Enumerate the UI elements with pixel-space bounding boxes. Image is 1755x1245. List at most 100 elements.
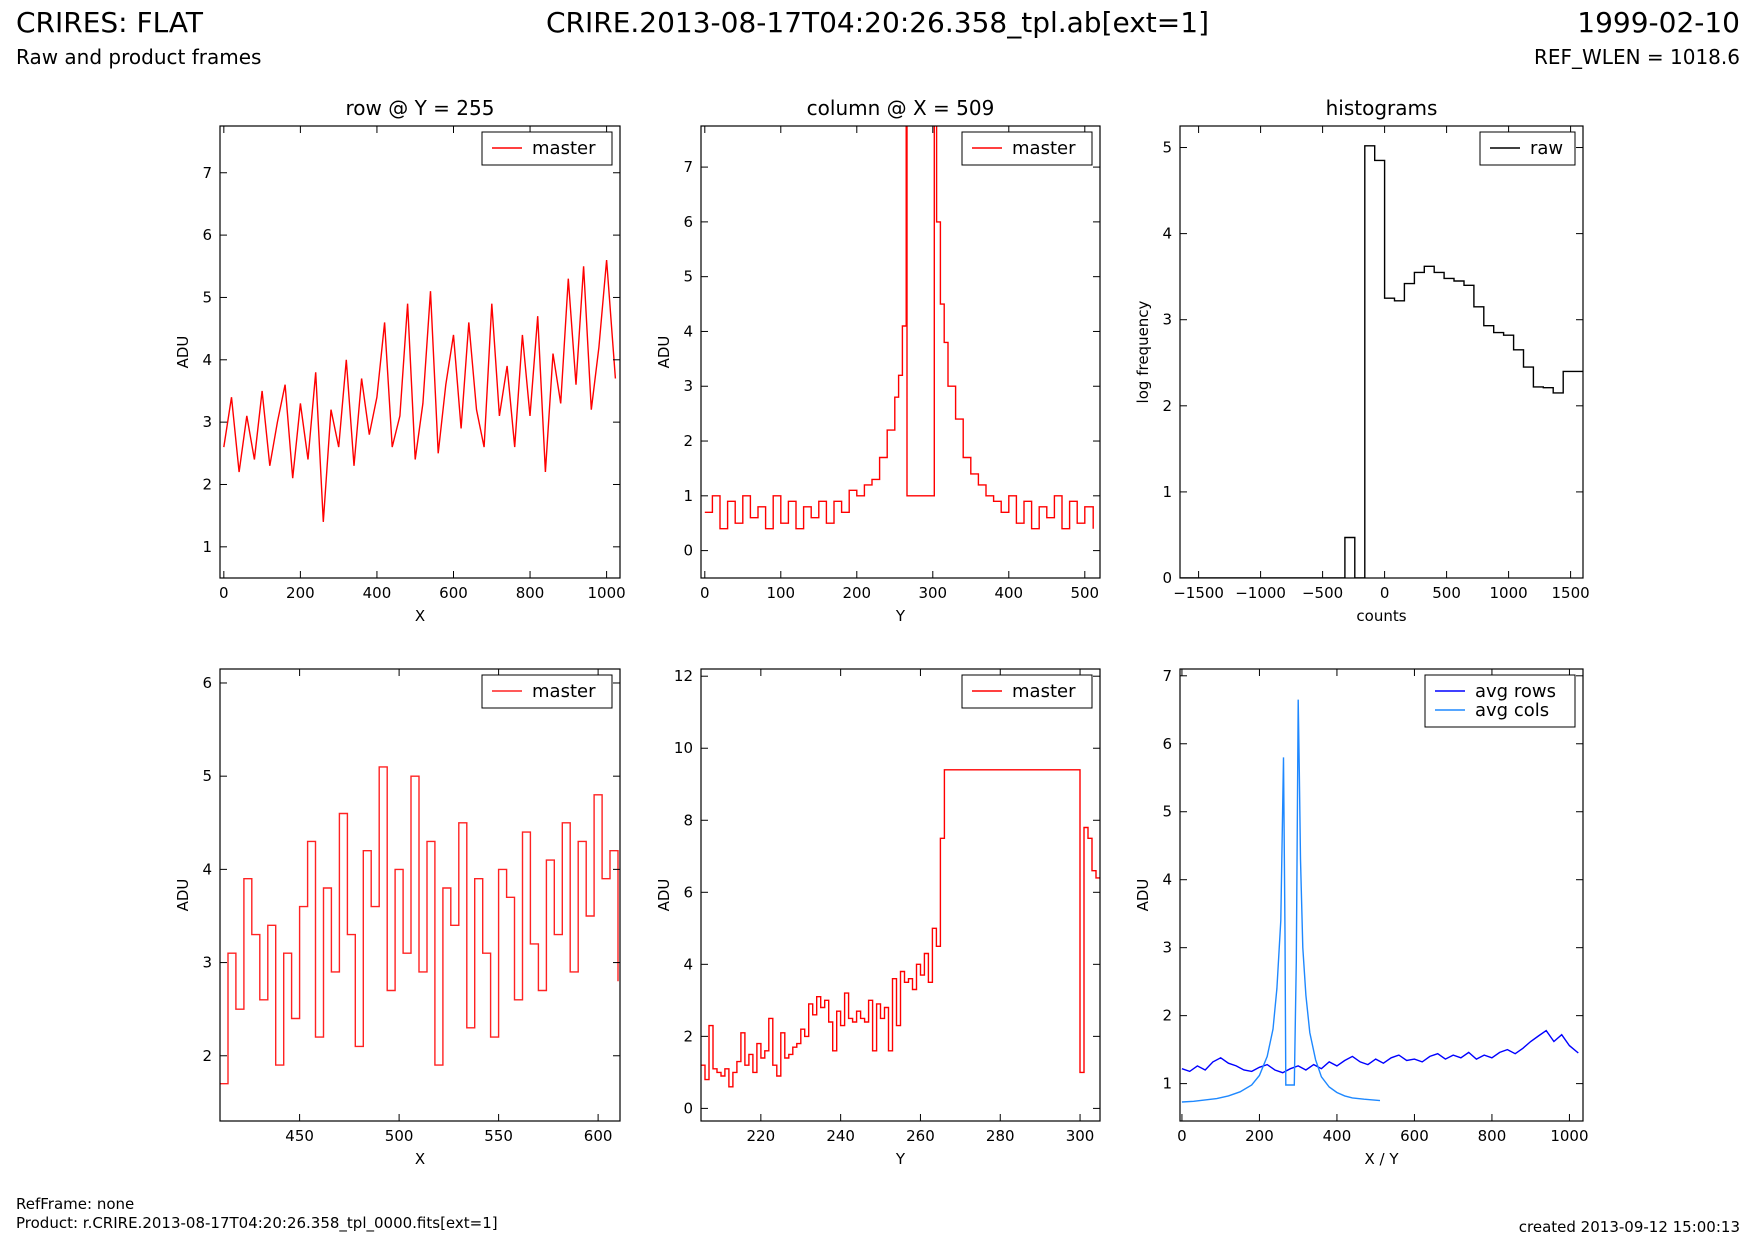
legend-label: master: [1012, 138, 1076, 159]
y-tick-label: 1: [202, 538, 212, 556]
legend-label: master: [532, 138, 596, 159]
x-tick-label: 500: [385, 1127, 414, 1145]
plot-frame: [219, 668, 621, 1122]
plot-frame: [1179, 125, 1584, 579]
x-tick-label: 500: [1070, 584, 1099, 602]
y-tick-label: 1: [683, 487, 693, 505]
series-line-6-1: [1181, 1029, 1579, 1074]
x-tick-label: 260: [906, 1127, 935, 1145]
y-tick-label: 1: [1162, 483, 1172, 501]
legend-label: raw: [1530, 138, 1563, 159]
y-axis-label: log frequency: [1134, 300, 1152, 403]
y-tick-label: 7: [1162, 667, 1172, 685]
legend-box: [481, 131, 613, 166]
x-tick-label: −1500: [1173, 584, 1224, 602]
x-tick-label: 0: [1380, 584, 1390, 602]
x-tick-label: 100: [766, 584, 795, 602]
x-tick-label: −1000: [1235, 584, 1286, 602]
y-tick-label: 12: [674, 667, 693, 685]
x-tick-label: 0: [219, 584, 229, 602]
created-label: created 2013-09-12 15:00:13: [1518, 1218, 1740, 1236]
y-tick-label: 6: [1162, 735, 1172, 753]
page-subtitle: Raw and product frames: [16, 45, 262, 69]
y-tick-label: 5: [202, 288, 212, 306]
y-tick-label: 4: [202, 351, 212, 369]
y-tick-label: 2: [202, 475, 212, 493]
x-axis-label: Y: [895, 607, 906, 625]
y-tick-label: 6: [202, 226, 212, 244]
x-tick-label: 600: [1400, 1127, 1429, 1145]
y-axis-label: ADU: [655, 879, 673, 912]
x-tick-label: 1000: [1550, 1127, 1588, 1145]
y-tick-label: 2: [1162, 397, 1172, 415]
legend: raw: [1479, 131, 1576, 166]
x-tick-label: 400: [1323, 1127, 1352, 1145]
chart-title: column @ X = 509: [807, 96, 995, 120]
y-tick-label: 6: [683, 213, 693, 231]
x-tick-label: 600: [439, 584, 468, 602]
x-tick-label: 280: [986, 1127, 1015, 1145]
y-tick-label: 6: [683, 883, 693, 901]
legend: master: [961, 131, 1093, 166]
x-tick-label: 400: [363, 584, 392, 602]
series-line-2-1: [704, 126, 1094, 530]
x-tick-label: 800: [516, 584, 545, 602]
ref-frame-label: RefFrame: none: [16, 1195, 135, 1213]
y-tick-label: 0: [1162, 569, 1172, 587]
y-tick-label: 5: [1162, 139, 1172, 157]
y-tick-label: 4: [1162, 225, 1172, 243]
plot-frame: [1179, 668, 1584, 1122]
legend-label: master: [1012, 681, 1076, 702]
y-tick-label: 2: [202, 1047, 212, 1065]
plot-frame: [219, 125, 621, 579]
y-tick-label: 4: [1162, 871, 1172, 889]
x-tick-label: 0: [1177, 1127, 1187, 1145]
y-tick-label: 0: [683, 542, 693, 560]
x-tick-label: 300: [918, 584, 947, 602]
x-tick-label: 500: [1432, 584, 1461, 602]
y-tick-label: 4: [202, 860, 212, 878]
y-axis-label: ADU: [1134, 879, 1152, 912]
legend-box: [1424, 674, 1576, 728]
chart-panel-1: 0 200 400 600 800 1000 1 2 3 4 5 6 7 X ADU row @ Y = 25…: [174, 96, 626, 625]
plot-frame: [700, 668, 1101, 1122]
legend: master: [961, 674, 1093, 709]
chart-title: histograms: [1326, 96, 1438, 120]
y-tick-label: 4: [683, 322, 693, 340]
date-label: 1999-02-10: [1577, 6, 1740, 39]
x-tick-label: −500: [1302, 584, 1343, 602]
x-axis-label: X / Y: [1364, 1150, 1399, 1168]
y-tick-label: 3: [683, 377, 693, 395]
chart-title: row @ Y = 255: [346, 96, 495, 120]
x-tick-label: 800: [1478, 1127, 1507, 1145]
y-tick-label: 4: [683, 955, 693, 973]
product-label: Product: r.CRIRE.2013-08-17T04:20:26.358…: [16, 1214, 498, 1232]
y-tick-label: 0: [683, 1099, 693, 1117]
y-tick-label: 5: [202, 767, 212, 785]
x-tick-label: 1000: [1490, 584, 1528, 602]
x-tick-label: 1000: [588, 584, 626, 602]
x-tick-label: 300: [1066, 1127, 1095, 1145]
x-tick-label: 200: [842, 584, 871, 602]
plot-frame: [700, 125, 1101, 579]
ref-wlen-label: REF_WLEN = 1018.6: [1533, 45, 1740, 69]
y-tick-label: 3: [202, 413, 212, 431]
y-tick-label: 5: [683, 268, 693, 286]
y-tick-label: 10: [674, 739, 693, 757]
y-tick-label: 2: [683, 432, 693, 450]
y-tick-label: 6: [202, 674, 212, 692]
legend-label: avg cols: [1475, 700, 1549, 721]
y-tick-label: 7: [202, 164, 212, 182]
y-axis-label: ADU: [655, 336, 673, 369]
x-axis-label: X: [415, 607, 425, 625]
x-tick-label: 600: [584, 1127, 613, 1145]
series-line-4-1: [220, 766, 619, 1085]
legend: master: [481, 674, 613, 709]
x-tick-label: 200: [286, 584, 315, 602]
legend: master: [481, 131, 613, 166]
page-title: CRIRES: FLAT: [16, 6, 203, 39]
series-line-6-2: [1181, 699, 1381, 1103]
x-axis-label: Y: [895, 1150, 906, 1168]
